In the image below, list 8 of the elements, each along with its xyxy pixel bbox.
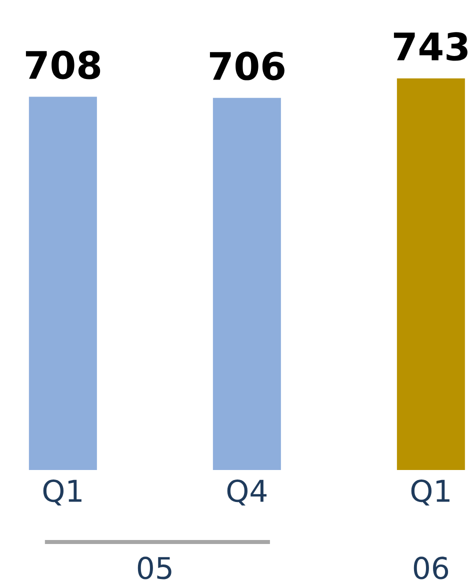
data-label: 708 xyxy=(26,50,100,80)
x-tick-label: Q4 xyxy=(227,480,267,506)
data-label: 706 xyxy=(210,52,284,80)
text: 06 xyxy=(414,556,448,580)
x-tick-label: Q1 xyxy=(43,480,82,506)
x-tick-label: Q1 xyxy=(411,480,450,506)
data-label: 743 xyxy=(394,32,468,61)
text: 05 xyxy=(138,556,172,580)
